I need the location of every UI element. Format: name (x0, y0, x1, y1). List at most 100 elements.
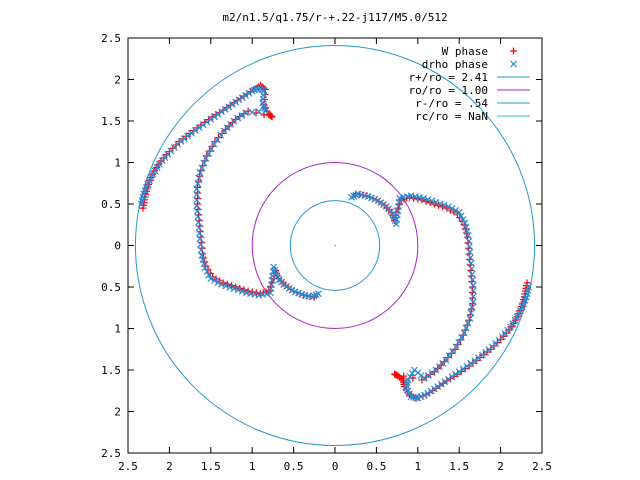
drho-phase-point (205, 271, 213, 279)
drho-phase-point (198, 164, 206, 172)
drho-phase-point (445, 203, 452, 210)
drho-phase-point (455, 368, 463, 376)
data-markers (137, 81, 533, 402)
x-tick-label: 1 (414, 460, 421, 473)
drho-phase-point (225, 103, 233, 111)
w-phase-point (391, 370, 399, 378)
drho-phase-point (228, 100, 236, 108)
drho-phase-point (245, 89, 253, 97)
drho-phase-point (195, 224, 203, 232)
drho-phase-point (467, 254, 474, 262)
drho-phase-point (441, 378, 449, 386)
drho-phase-point (234, 114, 242, 122)
drho-phase-point (198, 252, 206, 259)
drho-phase-point (218, 108, 225, 116)
drho-phase-point (459, 216, 467, 223)
drho-phase-point (469, 276, 477, 284)
drho-phase-point (210, 113, 218, 121)
drho-phase-point (420, 374, 428, 382)
drho-phase-point (220, 127, 228, 135)
drho-phase-point (194, 218, 202, 226)
drho-phase-point (427, 387, 435, 395)
legend-label: r+/ro = 2.41 (409, 71, 488, 84)
drho-phase-point (408, 369, 416, 377)
y-tick-label: 1.5 (101, 115, 121, 128)
drho-phase-point (445, 352, 453, 360)
drho-phase-point (196, 229, 203, 237)
drho-phase-point (448, 373, 456, 381)
drho-phase-point (194, 213, 202, 221)
drho-phase-point (238, 112, 246, 119)
drho-phase-point (184, 132, 192, 140)
drho-phase-point (468, 270, 476, 278)
reference-circle (251, 162, 419, 329)
drho-phase-point (195, 174, 203, 182)
drho-phase-point (452, 343, 460, 351)
legend-label: drho phase (422, 58, 488, 71)
drho-phase-point (437, 380, 445, 388)
drho-phase-point (417, 393, 425, 400)
drho-phase-point (196, 169, 204, 176)
drho-phase-point (197, 240, 205, 248)
drho-phase-point (465, 243, 473, 251)
drho-phase-point (147, 174, 155, 181)
drho-phase-point (151, 167, 159, 175)
drho-phase-point (455, 208, 463, 216)
drho-phase-point (463, 362, 471, 370)
drho-phase-point (195, 124, 203, 132)
origin-dot (334, 244, 336, 247)
drho-phase-point (235, 96, 243, 104)
drho-phase-point (518, 303, 526, 311)
drho-phase-point (222, 282, 230, 290)
drho-phase-point (513, 313, 521, 321)
drho-phase-point (188, 129, 195, 137)
drho-phase-point (203, 268, 211, 275)
drho-phase-point (213, 136, 221, 144)
w-phase-point (268, 113, 276, 121)
legend-label: r-/ro = .54 (415, 97, 488, 110)
drho-phase-point (432, 198, 440, 206)
y-tick-label: 1.5 (101, 364, 121, 377)
drho-phase-point (207, 145, 215, 153)
drho-phase-point (221, 105, 229, 113)
drho-phase-point (194, 180, 202, 187)
drho-phase-point (201, 264, 209, 272)
y-tick-label: 0.5 (101, 281, 121, 294)
drho-phase-point (460, 329, 468, 337)
drho-phase-point (205, 150, 213, 158)
drho-phase-point (214, 110, 222, 118)
drho-phase-point (440, 201, 448, 209)
drho-phase-point (203, 118, 211, 126)
y-tick-label: 1 (114, 323, 121, 336)
drho-phase-point (469, 292, 477, 300)
drho-phase-point (424, 196, 432, 203)
y-tick-label: 0.5 (101, 198, 121, 211)
drho-phase-point (471, 357, 479, 365)
drho-phase-point (448, 205, 456, 212)
y-tick-label: 2 (114, 406, 121, 419)
y-tick-label: 0 (114, 240, 121, 253)
axis-ticks: 2.5 2 1.5 1 0.5 0 0.5 1 1.5 2 2.52.521.510.500.511… (101, 32, 552, 473)
drho-phase-point (469, 287, 477, 295)
drho-phase-point (404, 376, 412, 384)
drho-phase-point (457, 212, 465, 220)
x-tick-label: 2 (166, 460, 173, 473)
drho-phase-point (232, 98, 240, 106)
drho-phase-point (424, 372, 432, 379)
drho-phase-point (197, 246, 205, 254)
drho-phase-point (457, 333, 465, 341)
drho-phase-point (452, 206, 460, 214)
drho-phase-point (455, 338, 463, 346)
reference-circle (289, 200, 381, 291)
drho-phase-point (196, 235, 204, 243)
x-tick-label: 0.5 (284, 460, 304, 473)
drho-phase-point (466, 248, 474, 256)
drho-phase-point (420, 391, 428, 399)
legend-label: W phase (442, 45, 488, 58)
drho-phase-point (207, 115, 215, 123)
drho-phase-point (465, 237, 473, 245)
drho-phase-point (468, 265, 476, 273)
drho-phase-point (436, 200, 444, 208)
drho-phase-point (462, 223, 470, 231)
